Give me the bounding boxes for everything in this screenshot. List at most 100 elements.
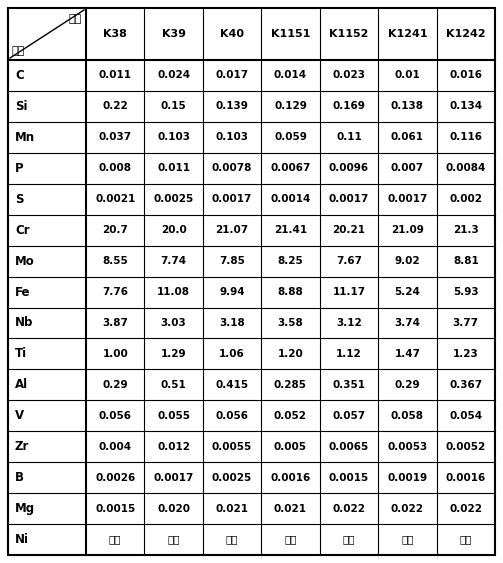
Text: 0.01: 0.01 <box>394 70 420 81</box>
Text: 5.93: 5.93 <box>453 287 478 297</box>
Text: 0.0015: 0.0015 <box>329 473 369 482</box>
Text: 8.25: 8.25 <box>278 256 303 266</box>
Text: Mg: Mg <box>15 502 35 515</box>
Text: 0.0025: 0.0025 <box>153 194 194 204</box>
Text: 0.0067: 0.0067 <box>270 163 311 173</box>
Text: 0.016: 0.016 <box>449 70 482 81</box>
Text: 3.12: 3.12 <box>336 318 362 328</box>
Text: 0.023: 0.023 <box>332 70 365 81</box>
Text: 余量: 余量 <box>109 534 121 544</box>
Text: 8.88: 8.88 <box>278 287 303 297</box>
Text: 3.03: 3.03 <box>161 318 187 328</box>
Text: 0.116: 0.116 <box>449 132 482 142</box>
Text: 0.103: 0.103 <box>216 132 248 142</box>
Text: 0.005: 0.005 <box>274 442 307 452</box>
Text: 0.0078: 0.0078 <box>212 163 253 173</box>
Text: 0.0025: 0.0025 <box>212 473 252 482</box>
Text: 0.055: 0.055 <box>157 411 190 421</box>
Text: 0.0065: 0.0065 <box>329 442 369 452</box>
Text: 11.08: 11.08 <box>157 287 190 297</box>
Text: 0.415: 0.415 <box>215 380 248 390</box>
Text: Fe: Fe <box>15 285 31 298</box>
Text: 1.23: 1.23 <box>453 349 479 359</box>
Text: 0.0014: 0.0014 <box>270 194 311 204</box>
Text: 0.367: 0.367 <box>449 380 482 390</box>
Text: 0.0016: 0.0016 <box>271 473 311 482</box>
Text: 0.0055: 0.0055 <box>212 442 252 452</box>
Text: 3.77: 3.77 <box>453 318 479 328</box>
Text: 7.85: 7.85 <box>219 256 245 266</box>
Text: 余量: 余量 <box>226 534 238 544</box>
Text: 0.0019: 0.0019 <box>387 473 428 482</box>
Text: 8.55: 8.55 <box>102 256 128 266</box>
Text: 0.0017: 0.0017 <box>212 194 253 204</box>
Text: K1152: K1152 <box>329 29 369 39</box>
Text: 0.061: 0.061 <box>391 132 424 142</box>
Text: 0.0053: 0.0053 <box>387 442 428 452</box>
Text: 0.169: 0.169 <box>332 101 365 111</box>
Text: 0.51: 0.51 <box>161 380 187 390</box>
Text: 0.15: 0.15 <box>161 101 187 111</box>
Text: 0.0084: 0.0084 <box>446 163 486 173</box>
Text: 0.037: 0.037 <box>99 132 132 142</box>
Text: B: B <box>15 471 24 484</box>
Text: 0.011: 0.011 <box>157 163 190 173</box>
Text: 0.022: 0.022 <box>332 503 365 513</box>
Text: 0.351: 0.351 <box>332 380 365 390</box>
Text: K40: K40 <box>220 29 244 39</box>
Text: S: S <box>15 193 24 205</box>
Text: 7.74: 7.74 <box>160 256 187 266</box>
Text: 0.139: 0.139 <box>216 101 248 111</box>
Text: K1241: K1241 <box>387 29 427 39</box>
Text: Nb: Nb <box>15 316 33 329</box>
Text: 1.00: 1.00 <box>102 349 128 359</box>
Text: 0.007: 0.007 <box>391 163 424 173</box>
Text: 炉号: 炉号 <box>69 14 82 24</box>
Text: 3.74: 3.74 <box>394 318 421 328</box>
Text: P: P <box>15 162 24 175</box>
Text: 0.285: 0.285 <box>274 380 307 390</box>
Text: 0.002: 0.002 <box>449 194 482 204</box>
Text: 21.07: 21.07 <box>215 225 248 235</box>
Text: 0.011: 0.011 <box>99 70 132 81</box>
Text: 3.18: 3.18 <box>219 318 245 328</box>
Text: Cr: Cr <box>15 224 30 236</box>
Text: Si: Si <box>15 100 28 113</box>
Text: 0.134: 0.134 <box>449 101 482 111</box>
Text: 20.7: 20.7 <box>102 225 128 235</box>
Text: 21.3: 21.3 <box>453 225 479 235</box>
Text: 0.004: 0.004 <box>99 442 132 452</box>
Text: 0.024: 0.024 <box>157 70 190 81</box>
Text: 0.0017: 0.0017 <box>153 473 194 482</box>
Text: 0.022: 0.022 <box>449 503 482 513</box>
Text: 0.056: 0.056 <box>216 411 248 421</box>
Text: 0.058: 0.058 <box>391 411 424 421</box>
Text: 21.41: 21.41 <box>274 225 307 235</box>
Text: 3.87: 3.87 <box>102 318 128 328</box>
Text: C: C <box>15 69 24 82</box>
Text: 0.0017: 0.0017 <box>387 194 428 204</box>
Text: 0.0096: 0.0096 <box>329 163 369 173</box>
Text: 余量: 余量 <box>460 534 472 544</box>
Text: 0.059: 0.059 <box>274 132 307 142</box>
Text: 0.0052: 0.0052 <box>446 442 486 452</box>
Text: 1.29: 1.29 <box>161 349 187 359</box>
Text: 1.06: 1.06 <box>219 349 245 359</box>
Text: 0.29: 0.29 <box>394 380 420 390</box>
Text: 7.76: 7.76 <box>102 287 128 297</box>
Text: 0.129: 0.129 <box>274 101 307 111</box>
Text: V: V <box>15 409 24 422</box>
Text: Mn: Mn <box>15 131 35 144</box>
Text: 0.22: 0.22 <box>102 101 128 111</box>
Text: 0.0017: 0.0017 <box>329 194 369 204</box>
Text: K1242: K1242 <box>446 29 485 39</box>
Text: 0.012: 0.012 <box>157 442 190 452</box>
Text: Al: Al <box>15 378 28 391</box>
Text: 0.0021: 0.0021 <box>95 194 135 204</box>
Text: Zr: Zr <box>15 440 29 453</box>
Text: 0.021: 0.021 <box>216 503 248 513</box>
Text: 0.11: 0.11 <box>336 132 362 142</box>
Text: 9.94: 9.94 <box>219 287 245 297</box>
Text: 0.0015: 0.0015 <box>95 503 135 513</box>
Text: 余量: 余量 <box>343 534 355 544</box>
